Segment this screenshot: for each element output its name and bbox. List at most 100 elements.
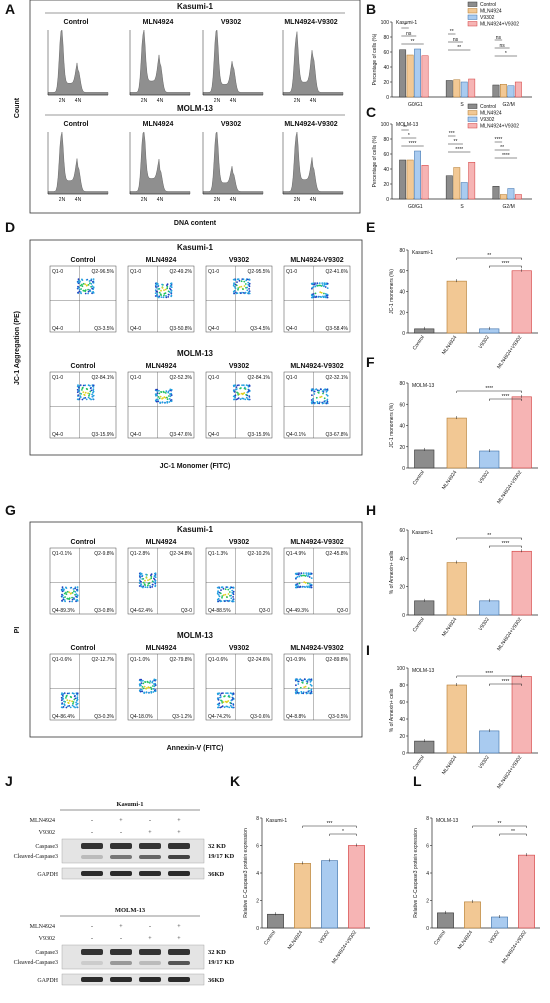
panel-panelG-event — [296, 678, 299, 681]
panel-a-k-group-title: V9302 — [221, 19, 241, 26]
panel-panelG-event — [232, 704, 235, 706]
panel-panelD-quadrant-q3: Q3-15.9% — [247, 432, 270, 438]
panel-panelG-event — [152, 688, 155, 690]
panel-a-m-group-title: MLN4924 — [143, 121, 174, 128]
panel-panelD-event — [156, 392, 159, 394]
panel-panelG-event — [145, 687, 148, 690]
chart-C-bar — [453, 167, 461, 200]
panel-j-band-gapdh — [110, 977, 132, 982]
panel-panelG-event — [150, 690, 153, 693]
chart-L-sig-label: ** — [498, 821, 502, 827]
chart-C-legend-swatch — [467, 116, 478, 122]
panel-panelG-event — [224, 695, 226, 697]
panel-panelD-event — [79, 392, 81, 395]
panel-panelG-event — [141, 690, 144, 693]
panel-letter-J: J — [5, 773, 13, 789]
panel-panelD-event — [322, 296, 325, 299]
panel-panelG-group-title: MLN4924 — [146, 645, 177, 652]
panel-panelG-event — [297, 680, 300, 683]
panel-a-tick-4n: 4N — [157, 197, 164, 203]
panel-panelD-event — [166, 283, 169, 286]
panel-panelD-event — [85, 279, 88, 281]
chart-B-category: S — [460, 102, 464, 108]
panel-panelD-quadrant-q1: Q1-0 — [52, 269, 63, 275]
panel-panelG-event — [65, 591, 67, 594]
panel-j-kd1917: 19/17 KD — [208, 853, 234, 860]
panel-panelG-event — [71, 700, 73, 703]
panel-panelG-event — [230, 699, 233, 702]
chart-I-category: Control — [412, 755, 426, 772]
panel-panelD-event — [243, 280, 246, 283]
chart-F-bar — [446, 417, 467, 469]
panel-panelG-event — [309, 573, 312, 576]
panel-panelG-event — [224, 588, 227, 591]
chart-H-title: Kasumi-1 — [412, 530, 433, 536]
chart-L-category: V9302 — [488, 930, 501, 945]
chart-E-ytick-label: 60 — [399, 269, 405, 275]
panel-panelD-event — [317, 296, 320, 298]
panel-panelG-event — [154, 572, 157, 575]
panel-panelG-event — [142, 679, 144, 682]
panel-panelG-plot — [127, 547, 195, 615]
panel-panelD-event — [325, 283, 328, 286]
chart-C-sig-label: **** — [409, 141, 417, 147]
panel-j-gapdh-membrane — [61, 973, 205, 986]
panel-panelD-event — [161, 397, 164, 400]
panel-panelG-quadrant-q1: Q1-0.6% — [208, 657, 228, 663]
panel-panelD-event — [232, 284, 235, 287]
panel-panelD-event — [247, 281, 250, 284]
panel-letter-C: C — [366, 104, 376, 120]
panel-panelG-event — [69, 587, 72, 589]
panel-panelG-event — [222, 692, 224, 694]
panel-panelD-event — [248, 282, 251, 285]
chart-B-bar — [492, 84, 500, 98]
chart-K-bar — [267, 913, 284, 929]
panel-panelG-event — [145, 691, 148, 694]
panel-panelG-event — [220, 699, 222, 702]
panel-panelG-event — [310, 690, 313, 693]
panel-panelD-event — [316, 282, 319, 285]
panel-panelG-event — [223, 706, 226, 709]
panel-panelD-event — [92, 278, 95, 280]
panel-panelD-event — [314, 292, 317, 295]
panel-panelG-event — [300, 692, 303, 695]
panel-panelG-event — [303, 581, 306, 584]
panel-panelD-event — [90, 283, 93, 285]
panel-panelG-event — [63, 592, 66, 595]
panel-panelG-event — [230, 586, 233, 589]
panel-panelG-event — [143, 692, 146, 694]
chart-B-sig-label: * — [404, 23, 406, 29]
panel-panelD-event — [87, 290, 90, 293]
panel-panelG-event — [72, 588, 75, 590]
panel-panelD-event — [326, 400, 329, 403]
chart-K-ytick-label: 4 — [256, 871, 259, 877]
panel-j-band-cleaved — [139, 961, 161, 965]
panel-panelG-event — [231, 600, 233, 603]
panel-panelD-event — [158, 291, 161, 294]
chart-B-legend-swatch — [467, 21, 478, 27]
panel-panelD-event — [236, 391, 238, 394]
panel-panelG-event — [295, 586, 298, 589]
panel-j-band-cleaved — [168, 961, 190, 965]
chart-C-legend-swatch — [467, 110, 478, 116]
panel-panelG-event — [302, 679, 305, 682]
panel-panelD-event — [321, 284, 324, 286]
panel-panelD-event — [310, 294, 313, 296]
panel-j-v-sign: + — [148, 830, 152, 836]
panel-panelG-event — [294, 584, 297, 586]
panel-j-band-caspase3 — [81, 843, 103, 849]
chart-H-sig-label: ** — [487, 533, 491, 539]
chart-C-category: S — [460, 204, 464, 210]
panel-panelG-event — [74, 697, 77, 700]
panel-panelD-event — [311, 394, 313, 397]
panel-panelG-event — [139, 572, 142, 575]
panel-letter-H: H — [366, 502, 376, 518]
chart-K-category: V9302 — [318, 930, 331, 945]
panel-panelG-event — [74, 587, 76, 590]
panel-j-mln-sign: + — [119, 924, 123, 930]
panel-panelD-event — [170, 400, 173, 403]
chart-F-ytick-label: 60 — [399, 402, 405, 408]
panel-panelG-event — [154, 581, 157, 584]
panel-panelG-event — [225, 599, 227, 602]
panel-panelD-event — [168, 291, 171, 293]
